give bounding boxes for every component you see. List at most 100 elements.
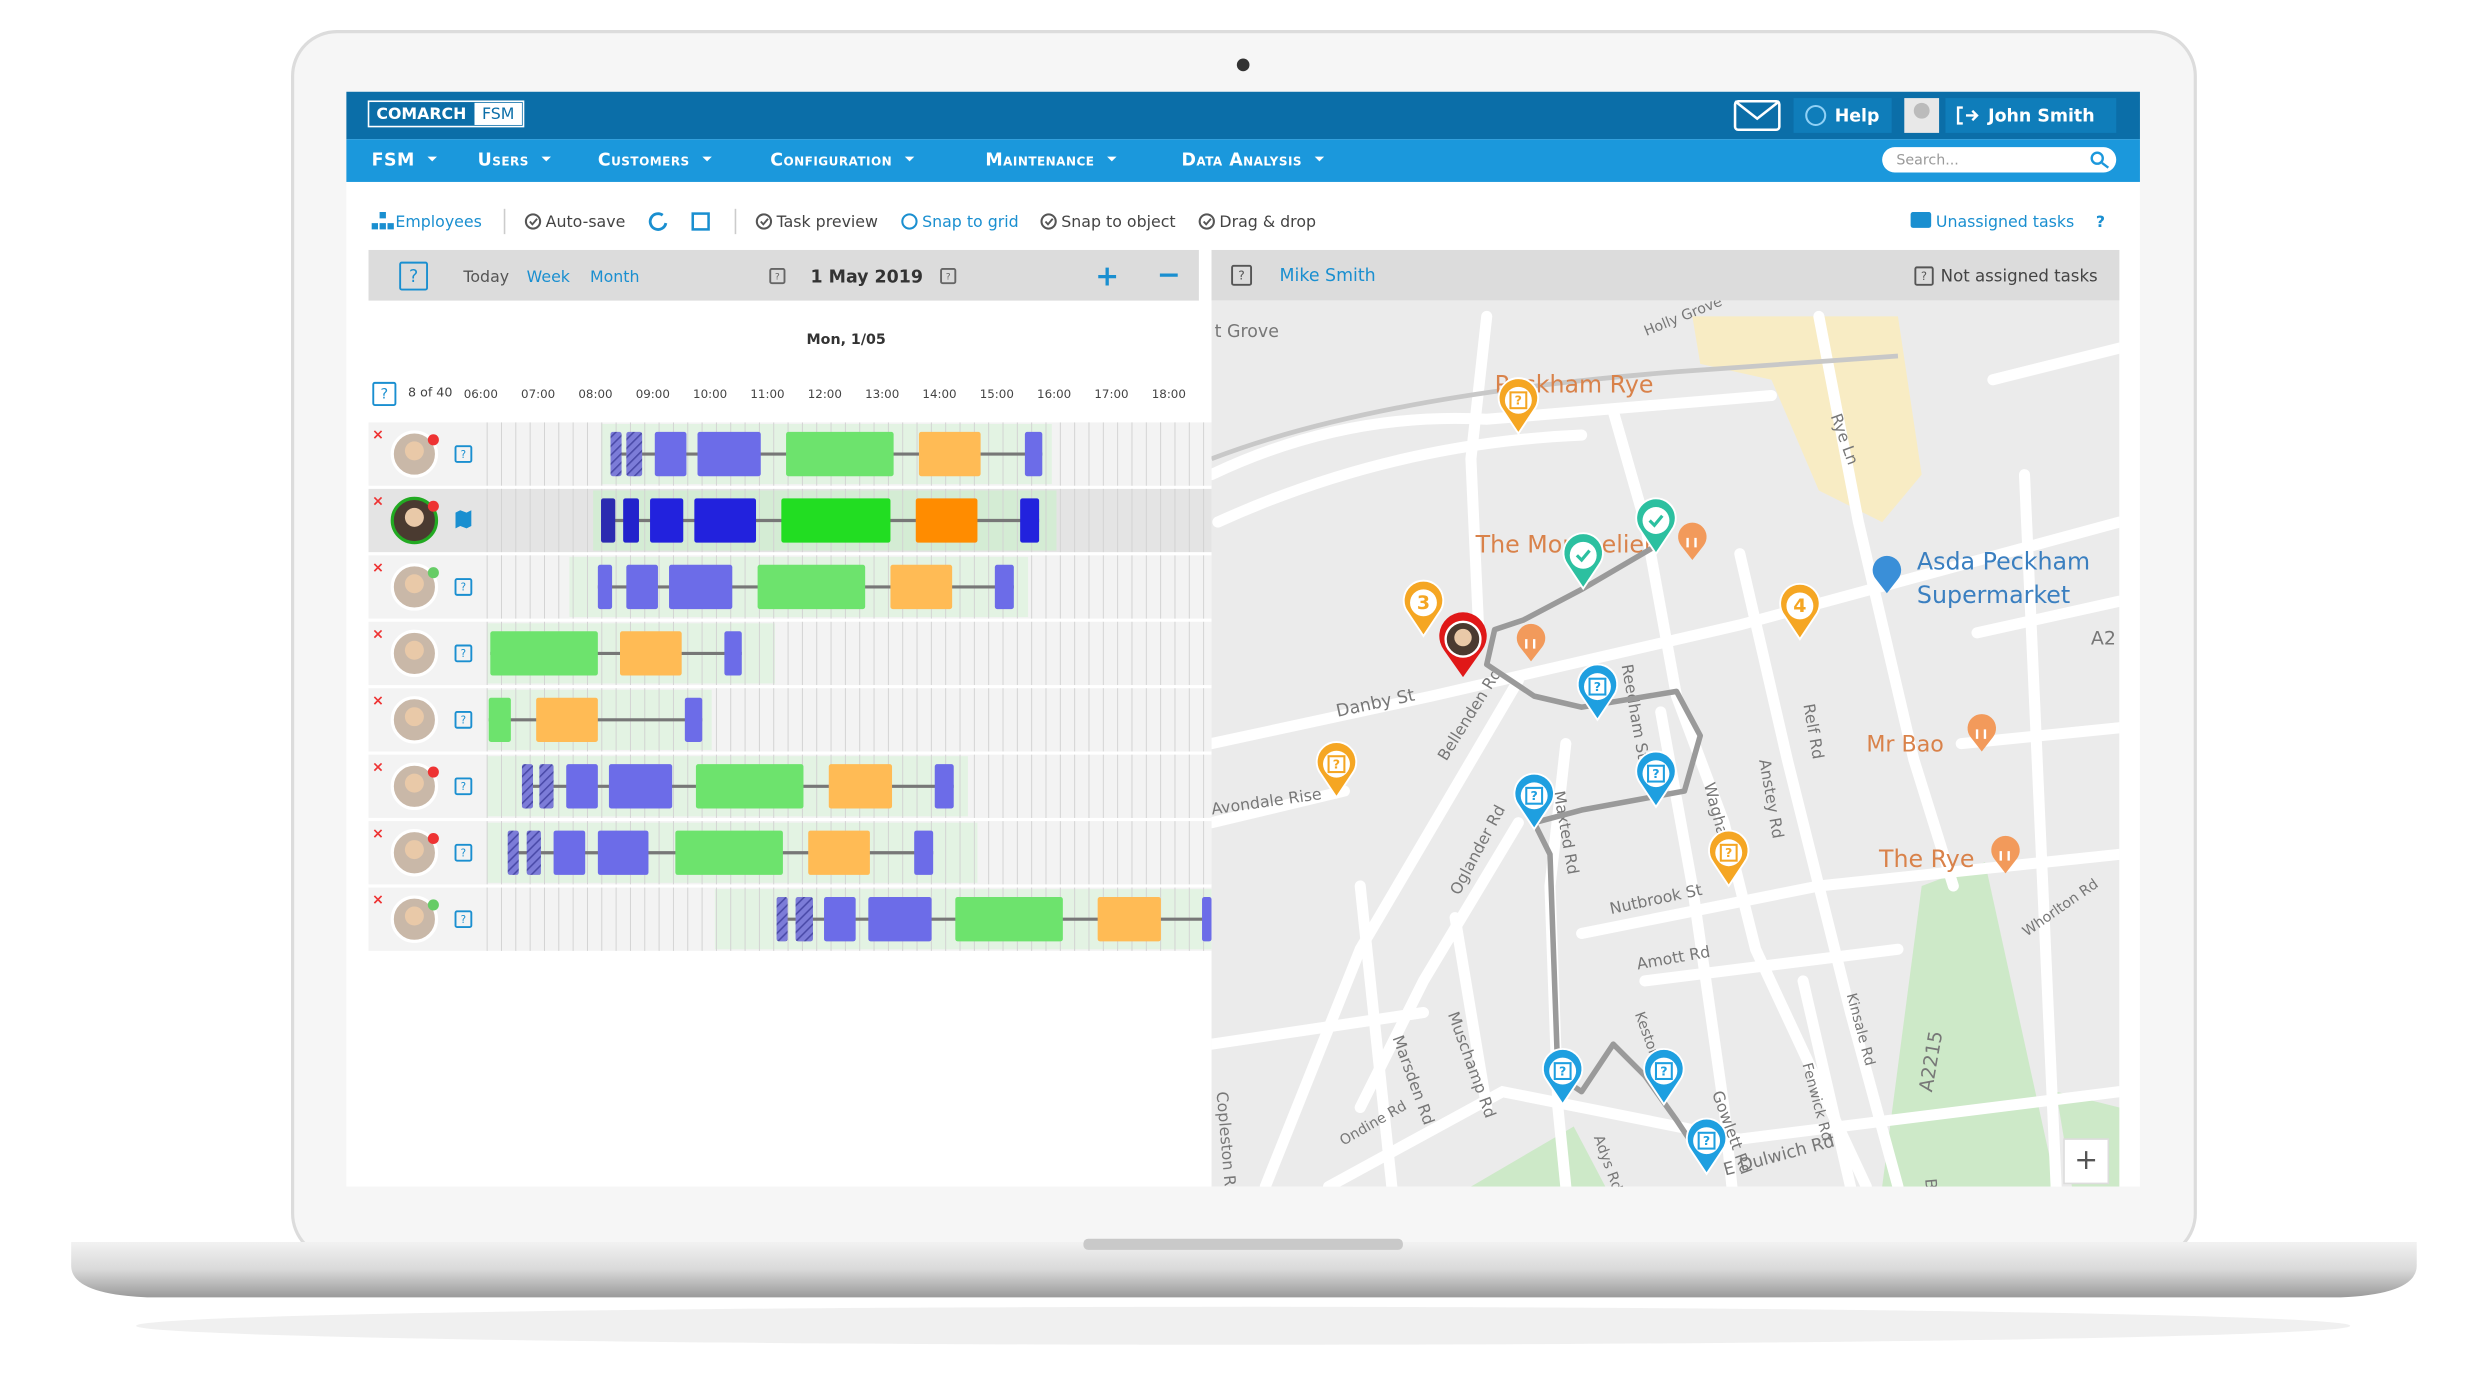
option-icon[interactable] (1040, 213, 1057, 230)
help-box[interactable] (940, 268, 957, 285)
task-bar[interactable] (776, 897, 788, 942)
help-box[interactable] (399, 261, 428, 291)
task-bar[interactable] (868, 897, 932, 942)
view-button[interactable]: Month (590, 267, 640, 286)
task-bar[interactable] (620, 631, 682, 676)
task-bar[interactable] (597, 830, 649, 875)
help-box[interactable] (1231, 264, 1253, 286)
toolbar-option[interactable]: Drag & drop (1219, 212, 1316, 231)
task-bar[interactable] (890, 564, 953, 610)
task-bar[interactable] (601, 498, 616, 543)
help-box[interactable] (769, 268, 786, 285)
remove-x[interactable]: × (372, 826, 384, 842)
task-bar[interactable] (694, 498, 757, 543)
task-bar[interactable] (724, 631, 742, 676)
task-bar[interactable] (695, 764, 804, 809)
task-bar[interactable] (1097, 897, 1161, 942)
not-assigned[interactable]: Not assigned tasks (1941, 266, 2098, 285)
task-bar[interactable] (626, 564, 658, 610)
task-bar[interactable] (1020, 498, 1040, 543)
task-bar[interactable] (623, 498, 639, 543)
menu-item[interactable]: Data Analysis (1181, 151, 1302, 171)
unassigned-button[interactable]: Unassigned tasks (1936, 212, 2074, 231)
remove-x[interactable]: × (372, 693, 384, 709)
help-box[interactable] (454, 843, 473, 862)
task-bar[interactable] (795, 897, 813, 942)
task-bar[interactable] (553, 830, 586, 875)
zoom-in[interactable]: + (1095, 260, 1119, 293)
task-bar[interactable] (610, 431, 622, 477)
remove-x[interactable]: × (372, 626, 384, 642)
task-bar[interactable] (757, 564, 866, 610)
task-bar[interactable] (934, 764, 954, 809)
toolbar-option[interactable]: Snap to object (1061, 212, 1175, 231)
task-bar[interactable] (915, 498, 978, 543)
task-bar[interactable] (521, 764, 534, 809)
toolbar-option[interactable]: Auto-save (546, 212, 626, 231)
task-bar[interactable] (1024, 431, 1043, 477)
menu-item[interactable]: FSM (372, 151, 415, 171)
task-bar[interactable] (675, 830, 783, 875)
employees-button[interactable]: Employees (395, 212, 481, 231)
task-bar[interactable] (650, 498, 684, 543)
mail-icon[interactable] (1733, 99, 1781, 131)
help-box[interactable] (454, 710, 473, 729)
user-name[interactable]: John Smith (1987, 106, 2095, 126)
task-bar[interactable] (566, 764, 598, 809)
task-bar[interactable] (597, 564, 613, 610)
menu-item[interactable]: Users (478, 151, 529, 171)
task-bar[interactable] (994, 564, 1014, 610)
help-box[interactable] (454, 578, 473, 596)
task-bar[interactable] (669, 564, 733, 610)
calendar-date[interactable]: 1 May 2019 (811, 268, 923, 288)
task-bar[interactable] (626, 431, 643, 477)
menu-item[interactable]: Customers (598, 151, 690, 171)
help-box[interactable] (372, 381, 397, 406)
task-bar[interactable] (786, 431, 894, 477)
task-bar[interactable] (526, 830, 541, 875)
task-bar[interactable] (808, 830, 870, 875)
refresh-icon[interactable] (648, 212, 668, 231)
toolbar-option[interactable]: Task preview (776, 212, 878, 231)
task-bar[interactable] (539, 764, 554, 809)
remove-x[interactable]: × (372, 494, 384, 510)
task-bar[interactable] (781, 498, 891, 543)
save-icon[interactable] (691, 212, 710, 231)
remove-x[interactable]: × (372, 560, 384, 576)
task-bar[interactable] (918, 431, 981, 477)
menu-item[interactable]: Configuration (770, 151, 892, 171)
task-bar[interactable] (824, 897, 856, 942)
remove-x[interactable]: × (372, 892, 384, 908)
task-bar[interactable] (697, 431, 761, 477)
task-bar[interactable] (654, 431, 687, 477)
search-icon[interactable] (2090, 151, 2104, 165)
zoom-out[interactable]: − (1157, 258, 1181, 291)
search-box[interactable] (1882, 147, 2117, 173)
zoom-in-glyph[interactable]: + (2074, 1143, 2098, 1176)
map-icon[interactable] (455, 510, 472, 529)
task-bar[interactable] (536, 697, 598, 742)
task-bar[interactable] (608, 764, 673, 809)
help-box[interactable] (454, 910, 473, 929)
remove-x[interactable]: × (372, 427, 384, 443)
task-bar[interactable] (914, 830, 934, 875)
help-box[interactable] (1914, 266, 1934, 286)
help-box[interactable] (454, 445, 473, 463)
task-bar[interactable] (490, 631, 598, 676)
option-icon[interactable] (1198, 213, 1215, 230)
option-icon[interactable] (524, 213, 542, 230)
help-box[interactable] (454, 644, 473, 663)
task-bar[interactable] (828, 764, 893, 809)
help-box[interactable] (454, 777, 473, 796)
menu-item[interactable]: Maintenance (985, 151, 1094, 171)
task-bar[interactable] (955, 897, 1063, 942)
map-employee[interactable]: Mike Smith (1280, 266, 1376, 286)
help-label[interactable]: Help (1835, 106, 1880, 126)
task-bar[interactable] (488, 697, 511, 742)
toolbar-help[interactable]: ? (2096, 212, 2105, 231)
help-button[interactable] (1793, 98, 1892, 133)
zoom-in-button[interactable] (2063, 1138, 2110, 1185)
task-bar[interactable] (1202, 897, 1212, 942)
option-icon[interactable] (755, 213, 773, 230)
toolbar-option[interactable]: Snap to grid (922, 212, 1019, 231)
